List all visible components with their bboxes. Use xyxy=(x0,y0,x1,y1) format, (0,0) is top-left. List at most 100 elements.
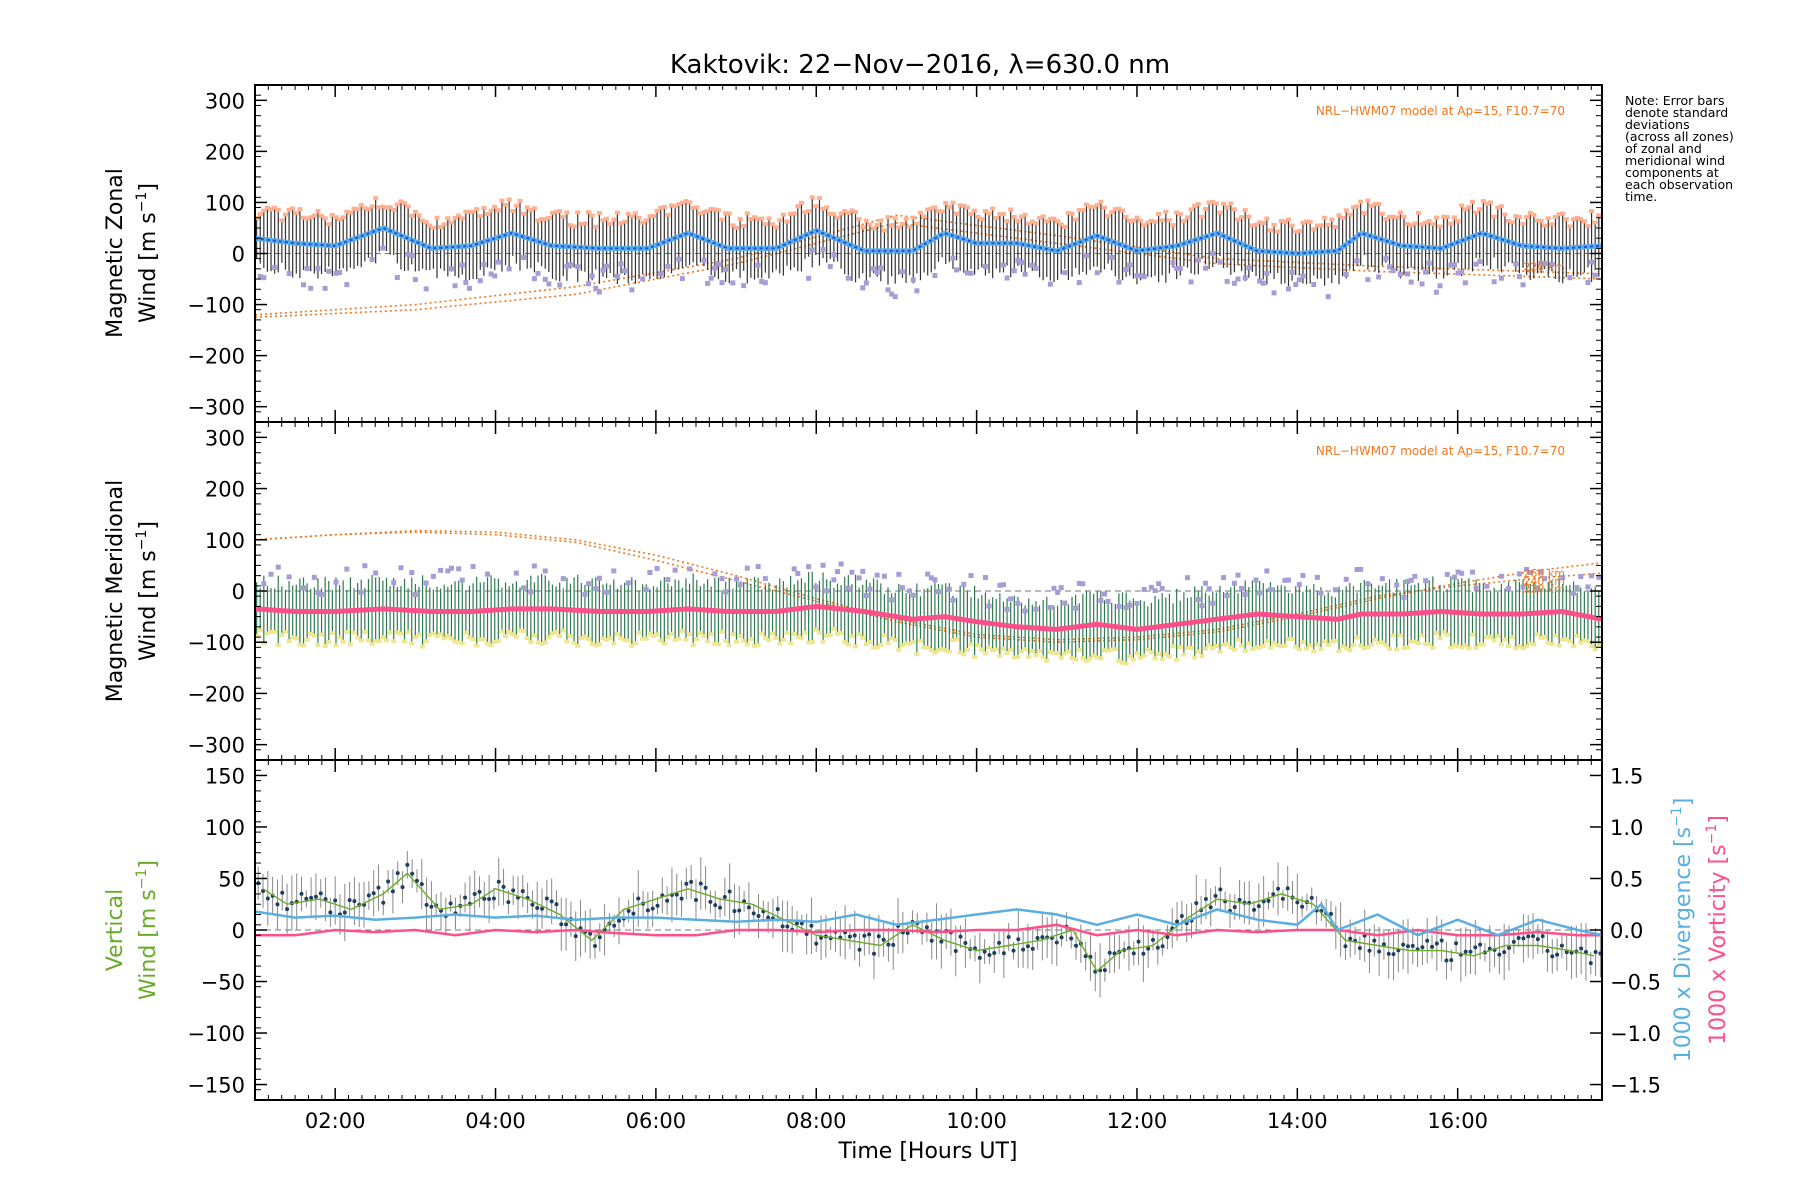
zonal-error-cap xyxy=(373,196,379,201)
meridional-zone-point xyxy=(1231,580,1237,586)
zonal-zone-point xyxy=(1033,265,1039,271)
meridional-zone-point xyxy=(1224,593,1230,599)
zonal-error-cap xyxy=(1560,211,1566,216)
vertical-wind-point xyxy=(477,889,482,894)
meridional-error-cap xyxy=(531,633,537,638)
meridional-error-cap xyxy=(889,636,895,641)
zonal-error-cap xyxy=(1585,224,1591,229)
vertical-wind-point xyxy=(1146,946,1151,951)
zonal-error-cap xyxy=(1026,221,1032,226)
meridional-zone-point xyxy=(1571,590,1577,596)
vertical-wind-point xyxy=(1434,941,1439,946)
zonal-error-cap xyxy=(939,209,945,214)
vertical-wind-point xyxy=(674,892,679,897)
meridional-error-cap xyxy=(1578,640,1584,645)
meridional-error-cap xyxy=(376,639,382,644)
zonal-zone-point xyxy=(899,269,905,275)
zonal-error-cap xyxy=(1340,215,1346,220)
meridional-zone-point xyxy=(860,568,866,574)
vertical-wind-point xyxy=(1213,893,1218,898)
meridional-error-cap xyxy=(1029,649,1035,654)
zonal-error-cap xyxy=(607,221,613,226)
zonal-error-cap xyxy=(1080,208,1086,213)
zonal-error-cap xyxy=(1545,216,1551,221)
zonal-zone-point xyxy=(968,270,974,276)
meridional-error-cap xyxy=(697,631,703,636)
zonal-error-cap xyxy=(669,203,675,208)
meridional-error-cap xyxy=(946,649,952,654)
vertical-wind-point xyxy=(275,902,280,907)
meridional-error-cap xyxy=(766,638,772,643)
zonal-error-cap xyxy=(257,211,263,216)
meridional-error-cap xyxy=(499,629,505,634)
zonal-zone-point xyxy=(459,262,465,268)
vertical-wind-point xyxy=(1444,958,1449,963)
vertical-wind-panel: 1.5 1.0 0.5 0.0 −0.5 −1.0 −1.5 02:00 04:00 06:00 0… xyxy=(103,759,1731,1164)
vertical-wind-point xyxy=(1328,911,1333,916)
meridional-error-cap xyxy=(441,636,447,641)
meridional-zone-point xyxy=(1033,606,1039,612)
meridional-error-cap xyxy=(297,642,303,647)
meridional-zone-point xyxy=(373,570,379,576)
zonal-error-cap xyxy=(910,215,916,220)
zonal-error-cap xyxy=(863,218,869,223)
zonal-error-cap xyxy=(834,215,840,220)
zonal-error-cap xyxy=(1538,218,1544,223)
zonal-error-cap xyxy=(791,211,797,216)
meridional-error-cap xyxy=(481,637,487,642)
meridional-error-cap xyxy=(1322,639,1328,644)
zonal-zone-point xyxy=(1210,250,1216,256)
meridional-zone-point xyxy=(1022,608,1028,614)
meridional-error-cap xyxy=(279,632,285,637)
meridional-error-cap xyxy=(369,642,375,647)
zonal-error-cap xyxy=(347,210,353,215)
vertical-ylabel-text: Wind [m s xyxy=(136,889,161,1000)
zonal-error-cap xyxy=(308,215,314,220)
zonal-error-cap xyxy=(279,218,285,223)
zonal-error-cap xyxy=(903,216,909,221)
vertical-wind-point xyxy=(987,953,992,958)
vertical-wind-point xyxy=(559,922,564,927)
vertical-wind-point xyxy=(1266,898,1271,903)
meridional-error-cap xyxy=(1509,635,1515,640)
meridional-zone-point xyxy=(950,597,956,603)
note-line: meridional wind xyxy=(1625,153,1725,168)
right-axis-tick-label: −0.5 xyxy=(1610,971,1661,995)
meridional-error-cap xyxy=(503,634,509,639)
meridional-ylabel-sup: −1 xyxy=(134,530,150,551)
vertical-wind-point xyxy=(506,900,511,905)
meridional-error-cap xyxy=(1249,646,1255,651)
zonal-zone-point xyxy=(1170,260,1176,266)
meridional-error-cap xyxy=(1300,640,1306,645)
vertical-wind-point xyxy=(1478,942,1483,947)
meridional-error-cap xyxy=(506,629,512,634)
zonal-zone-point xyxy=(885,287,891,293)
zonal-error-cap xyxy=(809,195,815,200)
zonal-error-cap xyxy=(1282,220,1288,225)
meridional-zone-point xyxy=(1282,577,1288,583)
meridional-error-cap xyxy=(1574,633,1580,638)
meridional-error-cap xyxy=(759,631,765,636)
zonal-error-cap xyxy=(1527,210,1533,215)
x-tick-label: 02:00 xyxy=(305,1109,366,1133)
vertical-wind-point xyxy=(496,879,501,884)
meridional-zone-point xyxy=(1296,581,1302,587)
meridional-y-tick-label: 0 xyxy=(232,580,245,604)
zonal-zone-point xyxy=(806,275,812,281)
zonal-zone-point xyxy=(1354,258,1360,264)
vertical-wind-point xyxy=(1588,961,1593,966)
zonal-error-cap xyxy=(459,216,465,221)
meridional-error-cap xyxy=(845,642,851,647)
meridional-zone-point xyxy=(1343,576,1349,582)
zonal-error-cap xyxy=(806,209,812,214)
zonal-zone-point xyxy=(1138,273,1144,279)
meridional-zone-point xyxy=(391,580,397,586)
zonal-error-cap xyxy=(1159,218,1165,223)
vertical-wind-point xyxy=(1516,936,1521,941)
vertical-wind-point xyxy=(535,906,540,911)
meridional-error-cap xyxy=(275,643,281,648)
meridional-error-cap xyxy=(1130,657,1136,662)
zonal-error-cap xyxy=(650,214,656,219)
meridional-error-cap xyxy=(820,639,826,644)
meridional-error-cap xyxy=(860,635,866,640)
